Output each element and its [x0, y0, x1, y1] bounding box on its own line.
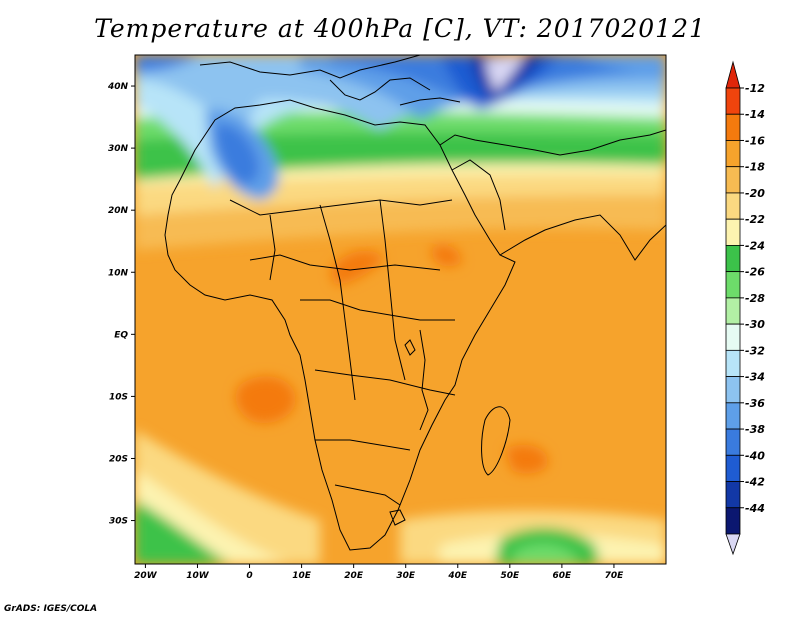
y-tick-label: 20S	[109, 454, 128, 464]
legend-label: -28	[745, 292, 765, 305]
legend-label: -16	[745, 134, 765, 147]
map-title: Temperature at 400hPa [C], VT: 201702012…	[94, 14, 706, 43]
x-tick-label: 20W	[134, 571, 158, 581]
legend-bottom-arrow	[725, 533, 741, 556]
legend-swatch	[725, 402, 741, 430]
legend-swatch	[725, 166, 741, 194]
temperature-field	[135, 55, 666, 564]
legend-swatch	[725, 481, 741, 509]
y-tick-label: 30N	[108, 144, 129, 154]
legend-swatch	[725, 507, 741, 535]
legend-label: -24	[745, 239, 765, 252]
y-tick-label: 10N	[108, 268, 129, 278]
coastlines	[164, 55, 666, 551]
legend-label: -36	[745, 397, 765, 410]
x-tick-label: 60E	[553, 571, 573, 581]
y-tick-label: EQ	[114, 330, 128, 340]
legend-swatch	[725, 271, 741, 299]
y-tick-label: 10S	[109, 392, 128, 402]
legend-top-arrow	[725, 60, 741, 89]
x-tick-label: 30E	[396, 571, 416, 581]
legend-label: -20	[745, 187, 765, 200]
legend-label: -32	[745, 344, 765, 357]
x-tick-label: 0	[246, 571, 252, 581]
legend-swatch	[725, 349, 741, 377]
legend-swatch	[725, 297, 741, 325]
color-legend: -12 -14 -16 -18 -20 -22 -24 -26 -28 -30 -32 -34 -36 -…	[725, 60, 765, 556]
x-tick-label: 20E	[344, 571, 364, 581]
map-frame	[134, 54, 667, 565]
legend-label: -26	[745, 266, 765, 279]
x-tick-label: 70E	[605, 571, 625, 581]
legend-label: -34	[745, 371, 765, 384]
x-tick-label: 10E	[292, 571, 312, 581]
legend-label: -18	[745, 161, 765, 174]
x-tick-label: 40E	[447, 571, 468, 581]
y-tick-label: 20N	[108, 206, 129, 216]
legend-label: -14	[745, 108, 765, 121]
legend-swatch	[725, 192, 741, 220]
legend-swatch	[725, 428, 741, 456]
legend-label: -42	[745, 476, 765, 489]
legend-swatch	[725, 113, 741, 141]
legend-swatch	[725, 140, 741, 168]
legend-swatch	[725, 87, 741, 115]
legend-swatch	[725, 376, 741, 404]
legend-swatch	[725, 245, 741, 273]
legend-swatch	[725, 454, 741, 482]
legend-label: -38	[745, 423, 765, 436]
legend-label: -30	[745, 318, 765, 331]
latitude-axis: 40N 30N 20N 10N EQ 10S 20S 30S	[107, 82, 135, 527]
x-tick-label: 50E	[500, 571, 520, 581]
longitude-axis: 20W 10W 0 10E 20E 30E 40E 50E 60E 70E	[134, 564, 624, 581]
legend-label: -12	[745, 82, 765, 95]
x-tick-label: 10W	[186, 571, 210, 581]
legend-label: -40	[745, 449, 765, 462]
legend-label: -22	[745, 213, 765, 226]
legend-swatch	[725, 323, 741, 351]
y-tick-label: 40N	[107, 82, 129, 92]
y-tick-label: 30S	[109, 517, 128, 527]
credit-text: GrADS: IGES/COLA	[4, 604, 98, 614]
legend-swatch	[725, 218, 741, 246]
legend-label: -44	[745, 502, 765, 515]
